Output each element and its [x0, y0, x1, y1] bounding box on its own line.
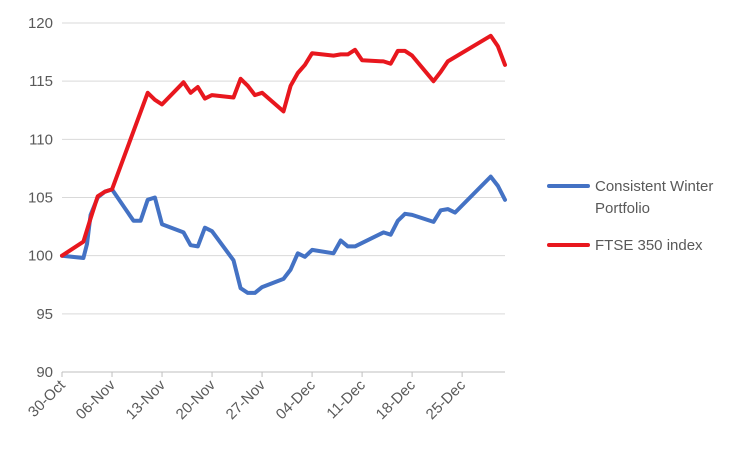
x-tick-label: 25-Dec — [423, 376, 470, 423]
series-lines — [60, 33, 507, 295]
series-line-ftse-350-index — [60, 33, 507, 258]
x-tick-label: 20-Nov — [173, 376, 220, 423]
x-tick-label: 30-Oct — [25, 376, 69, 420]
gridlines — [62, 22, 505, 373]
legend: Consistent Winter Portfolio FTSE 350 index — [547, 178, 713, 254]
x-axis — [61, 371, 505, 377]
legend-label: Consistent Winter Portfolio — [595, 178, 713, 217]
x-tick-labels: 30-Oct 06-Nov 13-Nov 20-Nov 27-Nov 04-Dec 11-D… — [25, 376, 469, 423]
x-tick-label: 06-Nov — [73, 376, 120, 423]
y-tick-label: 95 — [36, 306, 53, 323]
x-tick-label: 04-Dec — [273, 376, 320, 423]
legend-label: FTSE 350 index — [595, 237, 703, 254]
y-tick-label: 100 — [28, 248, 53, 265]
y-tick-label: 90 — [36, 364, 53, 381]
y-tick-label: 110 — [29, 131, 53, 148]
y-tick-label: 120 — [28, 15, 53, 32]
y-tick-label: 105 — [28, 190, 53, 207]
x-tick-label: 13-Nov — [123, 376, 170, 423]
series-line-consistent-winter-portfolio — [60, 174, 507, 295]
x-tick-label: 27-Nov — [223, 376, 270, 423]
y-tick-label: 115 — [29, 73, 53, 90]
y-tick-labels: 90 95 100 105 110 115 120 — [28, 15, 53, 381]
x-tick-label: 11-Dec — [323, 376, 369, 422]
x-tick-label: 18-Dec — [373, 376, 420, 423]
